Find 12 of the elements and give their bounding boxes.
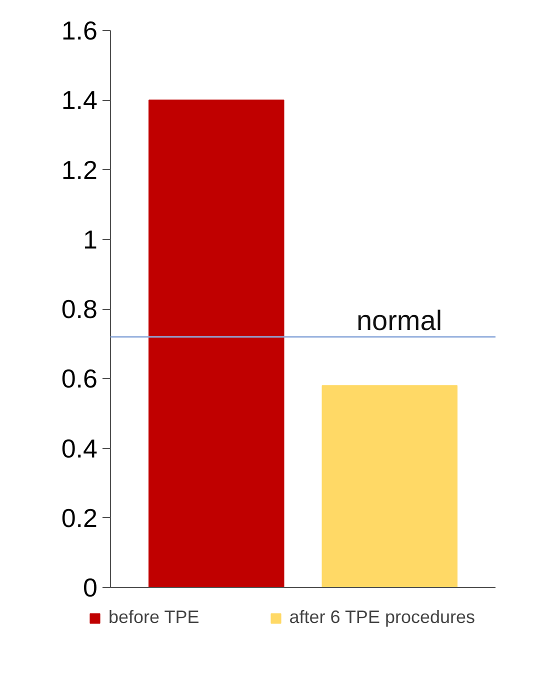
y-tick-label: 1.4 xyxy=(61,85,98,116)
y-tick-label: 1.6 xyxy=(61,16,98,46)
y-tick-label: 0.4 xyxy=(61,433,98,464)
y-tick-label: 0.6 xyxy=(61,364,98,394)
legend-label: before TPE xyxy=(108,607,200,628)
y-tick-label: 0.2 xyxy=(61,502,98,533)
y-tick-label: 1 xyxy=(83,224,98,254)
y-tick-label: 0 xyxy=(83,572,98,602)
y-tick-label: 0.8 xyxy=(61,294,98,324)
y-tick-label: 1.2 xyxy=(61,154,98,185)
legend-label: after 6 TPE procedures xyxy=(289,607,475,628)
ref-line-label: normal xyxy=(356,304,442,336)
